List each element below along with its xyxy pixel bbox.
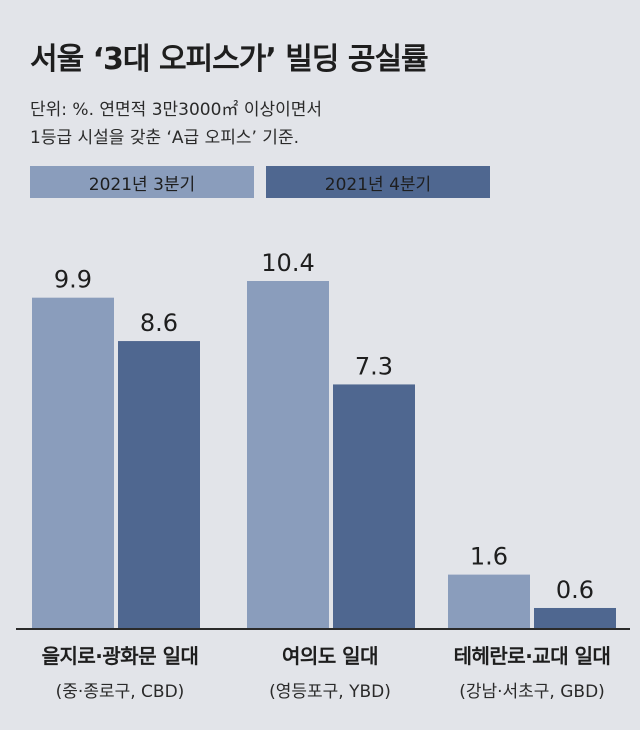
- value-label-ybd-q4: 7.3: [355, 352, 393, 380]
- legend-item-q3: 2021년 3분기: [30, 164, 254, 200]
- legend-swatch-q3: 2021년 3분기: [30, 166, 254, 198]
- value-label-cbd-q3: 9.9: [54, 266, 92, 294]
- value-label-ybd-q3: 10.4: [261, 249, 314, 277]
- legend-label-q4: 2021년 4분기: [324, 174, 432, 195]
- subtitle-line-1: 단위: %. 연면적 3만3000㎡ 이상이면서: [30, 100, 323, 120]
- bar-cbd-q4: [118, 341, 200, 628]
- category-sublabel-cbd: (중·종로구, CBD): [55, 682, 185, 702]
- category-label-ybd: 여의도 일대: [282, 644, 378, 668]
- category-sublabel-ybd: (영등포구, YBD): [269, 682, 391, 702]
- category-sublabel-gbd: (강남·서초구, GBD): [459, 682, 605, 702]
- chart-title: 서울 ‘3대 오피스가’ 빌딩 공실률: [30, 42, 429, 77]
- subtitle-line-2: 1등급 시설을 갖춘 ‘A급 오피스’ 기준.: [30, 128, 299, 148]
- bar-ybd-q4: [333, 384, 415, 628]
- bar-gbd-q3: [448, 574, 530, 628]
- legend-swatch-q4: 2021년 4분기: [266, 166, 490, 198]
- legend-label-q3: 2021년 3분기: [88, 174, 196, 195]
- bar-ybd-q3: [247, 281, 329, 628]
- bar-cbd-q3: [32, 297, 114, 628]
- legend-item-q4: 2021년 4분기: [266, 164, 490, 200]
- category-label-cbd: 을지로·광화문 일대: [41, 644, 199, 668]
- value-label-cbd-q4: 8.6: [140, 309, 178, 337]
- value-label-gbd-q4: 0.6: [556, 576, 594, 604]
- value-label-gbd-q3: 1.6: [470, 543, 508, 571]
- bar-gbd-q4: [534, 607, 616, 628]
- category-label-gbd: 테헤란로·교대 일대: [453, 644, 611, 668]
- chart-subtitle: 단위: %. 연면적 3만3000㎡ 이상이면서 1등급 시설을 갖춘 ‘A급 …: [30, 96, 322, 152]
